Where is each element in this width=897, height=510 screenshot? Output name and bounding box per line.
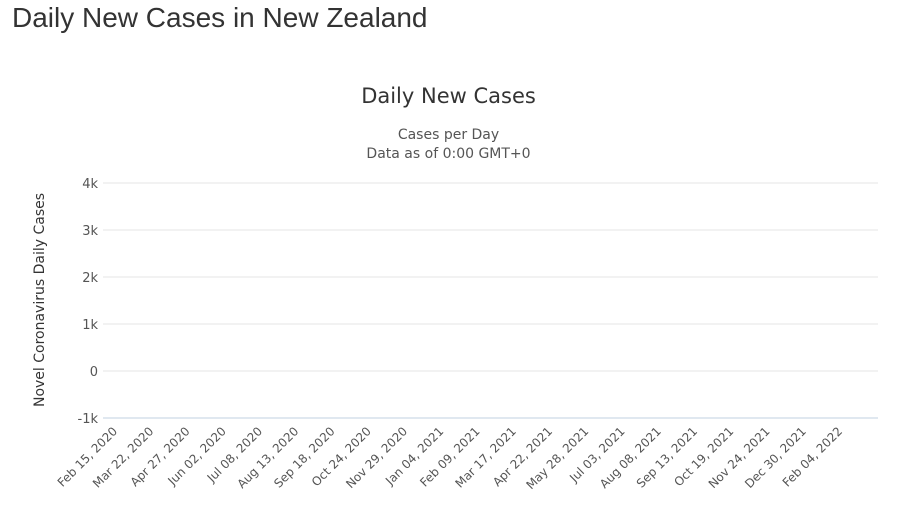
grid-lines <box>103 182 878 419</box>
chart-subtitle-line-1: Cases per Day <box>397 127 500 143</box>
x-tick-label: May 28, 2021 <box>523 424 591 492</box>
y-tick-labels: -1k 0 1k 2k 3k 4k <box>78 177 99 427</box>
chart-title: Daily New Cases <box>361 84 536 108</box>
y-tick-label: 3k <box>82 224 98 239</box>
y-tick-label: 0 <box>90 365 98 380</box>
y-tick-label: -1k <box>78 412 99 427</box>
chart-subtitle-line-2: Data as of 0:00 GMT+0 <box>366 146 531 162</box>
y-axis-title: Novel Coronavirus Daily Cases <box>32 193 48 407</box>
page-title: Daily New Cases in New Zealand <box>12 2 428 33</box>
y-tick-label: 2k <box>82 271 98 286</box>
y-tick-label: 1k <box>82 318 98 333</box>
y-tick-label: 4k <box>82 177 98 192</box>
